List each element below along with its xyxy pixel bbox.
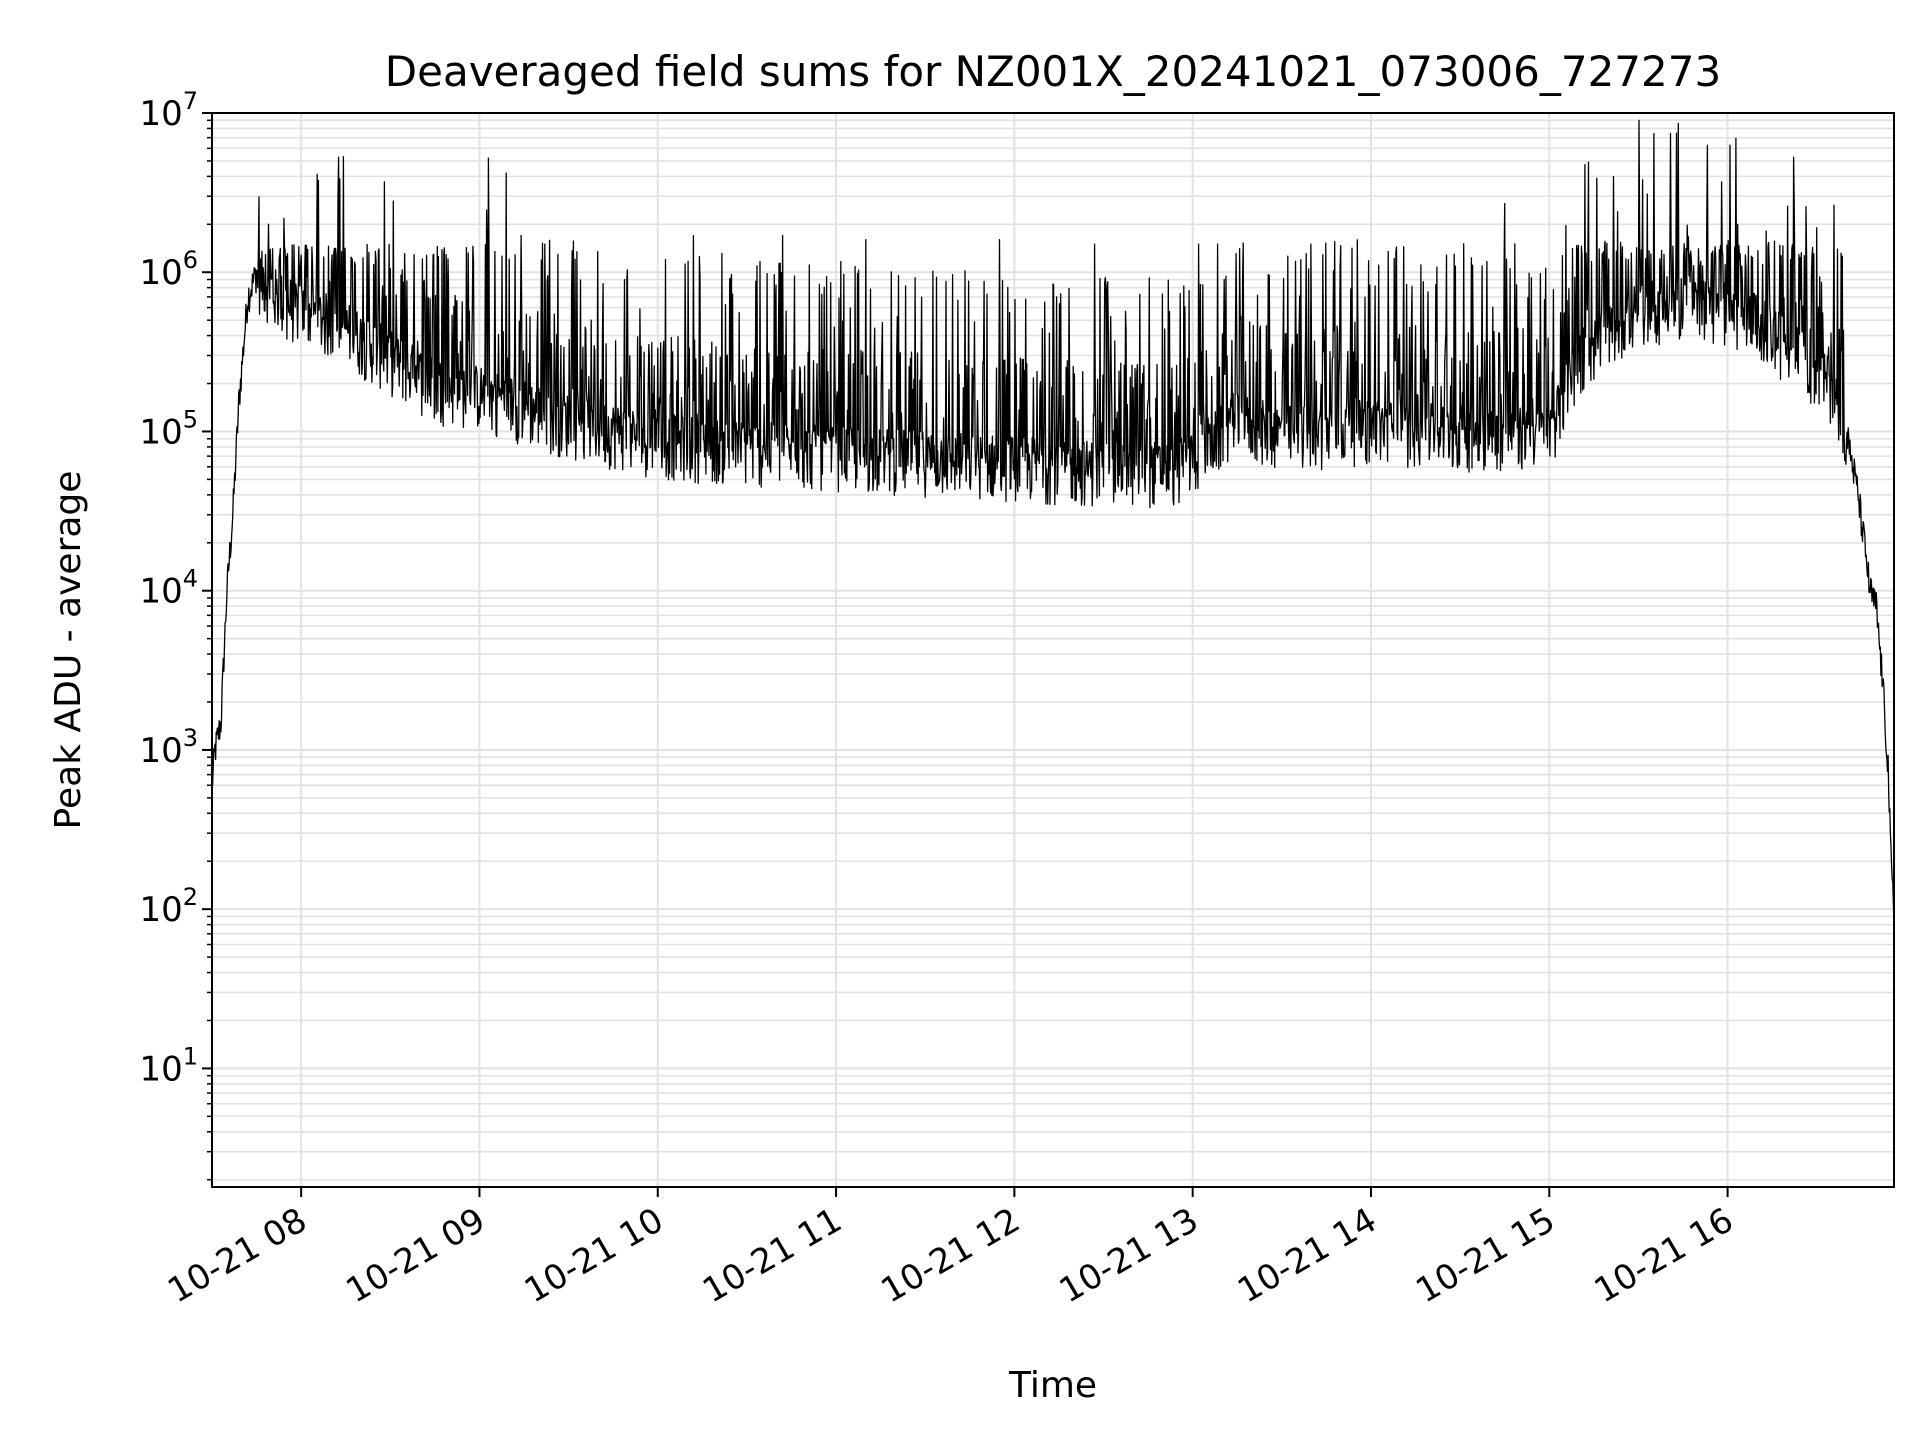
plot-frame	[211, 112, 1895, 1188]
y-tick-label: 107	[139, 87, 198, 134]
x-axis-label: Time	[1008, 1365, 1097, 1406]
y-axis: 101 102 103 104 105 106 107	[139, 87, 212, 1181]
data-series	[211, 119, 1895, 926]
chart-title: Deaveraged field sums for NZ001X_2024102…	[385, 47, 1721, 96]
y-tick-label: 102	[139, 883, 198, 930]
series-line	[211, 119, 1895, 926]
y-tick-label: 106	[139, 246, 198, 293]
y-tick-label: 105	[139, 405, 198, 452]
y-tick-label: 103	[139, 724, 198, 771]
y-axis-label: Peak ADU - average	[48, 471, 89, 830]
y-tick-label: 104	[139, 565, 198, 612]
y-tick-label: 101	[139, 1042, 198, 1089]
grid	[212, 113, 1894, 1187]
